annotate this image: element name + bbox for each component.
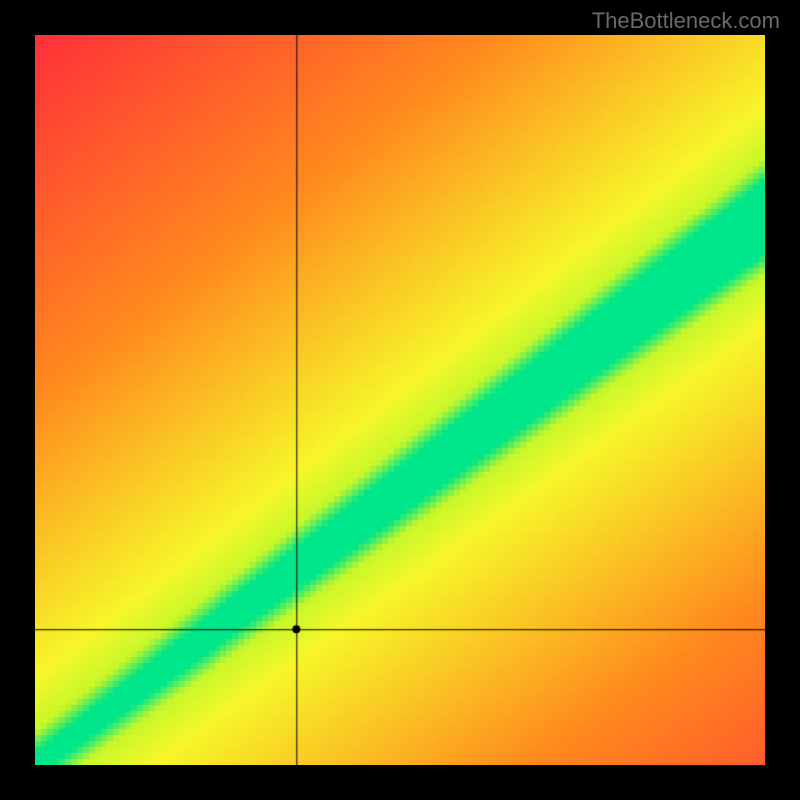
heatmap-canvas — [35, 35, 765, 765]
chart-container: TheBottleneck.com — [0, 0, 800, 800]
plot-area — [35, 35, 765, 765]
watermark-text: TheBottleneck.com — [592, 8, 780, 34]
